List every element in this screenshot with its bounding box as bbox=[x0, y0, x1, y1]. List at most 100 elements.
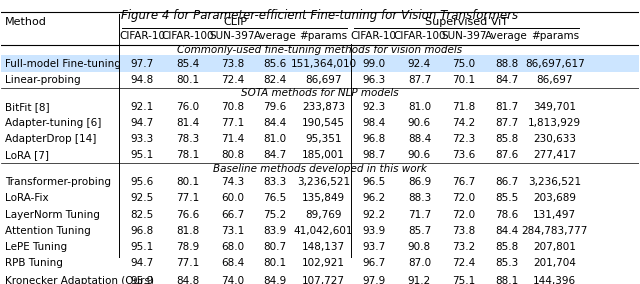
Text: 95,351: 95,351 bbox=[305, 134, 342, 144]
Text: 107,727: 107,727 bbox=[302, 276, 345, 284]
Text: 93.3: 93.3 bbox=[131, 134, 154, 144]
Text: 77.1: 77.1 bbox=[177, 193, 200, 203]
Text: 87.7: 87.7 bbox=[495, 118, 518, 128]
Text: #params: #params bbox=[300, 32, 348, 41]
Text: 77.1: 77.1 bbox=[221, 118, 244, 128]
Text: 85.5: 85.5 bbox=[495, 193, 518, 203]
Text: 80.8: 80.8 bbox=[221, 150, 244, 160]
Text: 81.4: 81.4 bbox=[177, 118, 200, 128]
Text: 95.1: 95.1 bbox=[131, 242, 154, 252]
Text: LayerNorm Tuning: LayerNorm Tuning bbox=[4, 210, 99, 220]
Text: 83.9: 83.9 bbox=[264, 226, 287, 236]
Text: 76.5: 76.5 bbox=[264, 193, 287, 203]
Text: 95.6: 95.6 bbox=[131, 177, 154, 187]
Text: 91.2: 91.2 bbox=[408, 276, 431, 284]
Text: 78.1: 78.1 bbox=[177, 150, 200, 160]
Text: Full-model Fine-tuning: Full-model Fine-tuning bbox=[4, 59, 120, 68]
Text: 80.1: 80.1 bbox=[177, 177, 200, 187]
Text: 96.8: 96.8 bbox=[362, 134, 385, 144]
Text: Transformer-probing: Transformer-probing bbox=[4, 177, 111, 187]
Text: 95.9: 95.9 bbox=[131, 276, 154, 284]
Bar bbox=[1, 55, 639, 72]
Text: 73.1: 73.1 bbox=[221, 226, 244, 236]
Text: SUN-397: SUN-397 bbox=[210, 32, 255, 41]
Text: 88.3: 88.3 bbox=[408, 193, 431, 203]
Text: SUN-397: SUN-397 bbox=[441, 32, 486, 41]
Text: 83.3: 83.3 bbox=[264, 177, 287, 187]
Text: 284,783,777: 284,783,777 bbox=[522, 226, 588, 236]
Text: 81.0: 81.0 bbox=[264, 134, 287, 144]
Text: 94.8: 94.8 bbox=[131, 75, 154, 85]
Text: 88.1: 88.1 bbox=[495, 276, 518, 284]
Text: Kronecker Adaptation (Ours): Kronecker Adaptation (Ours) bbox=[4, 276, 154, 284]
Text: 144,396: 144,396 bbox=[533, 276, 577, 284]
Text: 86,697,617: 86,697,617 bbox=[525, 59, 585, 68]
Text: 81.8: 81.8 bbox=[177, 226, 200, 236]
Text: 85.8: 85.8 bbox=[495, 134, 518, 144]
Text: 74.0: 74.0 bbox=[221, 276, 244, 284]
Text: LoRA-Fix: LoRA-Fix bbox=[4, 193, 48, 203]
Text: BitFit [8]: BitFit [8] bbox=[4, 102, 49, 112]
Text: 94.7: 94.7 bbox=[131, 258, 154, 268]
Text: 84.7: 84.7 bbox=[495, 75, 518, 85]
Text: 82.4: 82.4 bbox=[264, 75, 287, 85]
Text: 88.8: 88.8 bbox=[495, 59, 518, 68]
Text: 99.0: 99.0 bbox=[362, 59, 385, 68]
Text: 81.7: 81.7 bbox=[495, 102, 518, 112]
Text: CIFAR-100: CIFAR-100 bbox=[162, 32, 214, 41]
Text: 73.2: 73.2 bbox=[452, 242, 476, 252]
Text: 85.4: 85.4 bbox=[177, 59, 200, 68]
Text: 92.1: 92.1 bbox=[131, 102, 154, 112]
Text: 98.4: 98.4 bbox=[362, 118, 385, 128]
Text: 81.0: 81.0 bbox=[408, 102, 431, 112]
Text: 84.9: 84.9 bbox=[264, 276, 287, 284]
Text: 86,697: 86,697 bbox=[305, 75, 342, 85]
Text: Baseline methods developed in this work: Baseline methods developed in this work bbox=[213, 164, 427, 174]
Text: Figure 4 for Parameter-efficient Fine-tuning for Vision Transformers: Figure 4 for Parameter-efficient Fine-tu… bbox=[122, 9, 518, 22]
Text: 92.3: 92.3 bbox=[362, 102, 385, 112]
Text: Adapter-tuning [6]: Adapter-tuning [6] bbox=[4, 118, 101, 128]
Text: 131,497: 131,497 bbox=[533, 210, 577, 220]
Text: 68.4: 68.4 bbox=[221, 258, 244, 268]
Text: AdapterDrop [14]: AdapterDrop [14] bbox=[4, 134, 96, 144]
Text: 102,921: 102,921 bbox=[302, 258, 345, 268]
Text: 96.2: 96.2 bbox=[362, 193, 385, 203]
Text: 96.5: 96.5 bbox=[362, 177, 385, 187]
Text: 76.7: 76.7 bbox=[452, 177, 476, 187]
Text: 70.1: 70.1 bbox=[452, 75, 476, 85]
Text: 73.6: 73.6 bbox=[452, 150, 476, 160]
Text: RPB Tuning: RPB Tuning bbox=[4, 258, 63, 268]
Text: 230,633: 230,633 bbox=[533, 134, 576, 144]
Text: 84.4: 84.4 bbox=[495, 226, 518, 236]
Text: 277,417: 277,417 bbox=[533, 150, 577, 160]
Text: 85.7: 85.7 bbox=[408, 226, 431, 236]
Text: 72.4: 72.4 bbox=[221, 75, 244, 85]
Text: 84.4: 84.4 bbox=[264, 118, 287, 128]
Text: 71.8: 71.8 bbox=[452, 102, 476, 112]
Text: 76.0: 76.0 bbox=[177, 102, 200, 112]
Text: 78.9: 78.9 bbox=[177, 242, 200, 252]
Text: 203,689: 203,689 bbox=[533, 193, 576, 203]
Text: #params: #params bbox=[531, 32, 579, 41]
Text: 201,704: 201,704 bbox=[533, 258, 576, 268]
Text: 87.0: 87.0 bbox=[408, 258, 431, 268]
Text: 72.3: 72.3 bbox=[452, 134, 476, 144]
Text: Supervised ViT: Supervised ViT bbox=[425, 17, 508, 27]
Text: 185,001: 185,001 bbox=[302, 150, 345, 160]
Text: LoRA [7]: LoRA [7] bbox=[4, 150, 49, 160]
Text: 68.0: 68.0 bbox=[221, 242, 244, 252]
Text: LePE Tuning: LePE Tuning bbox=[4, 242, 67, 252]
Text: CIFAR-10: CIFAR-10 bbox=[119, 32, 165, 41]
Text: 86,697: 86,697 bbox=[536, 75, 573, 85]
Text: 86.9: 86.9 bbox=[408, 177, 431, 187]
Text: 90.6: 90.6 bbox=[408, 150, 431, 160]
Text: 135,849: 135,849 bbox=[302, 193, 345, 203]
Text: 66.7: 66.7 bbox=[221, 210, 244, 220]
Text: Linear-probing: Linear-probing bbox=[4, 75, 80, 85]
Text: 75.0: 75.0 bbox=[452, 59, 476, 68]
Text: 93.7: 93.7 bbox=[362, 242, 385, 252]
Text: Average: Average bbox=[485, 32, 528, 41]
Text: Commonly-used fine-tuning methods for vision models: Commonly-used fine-tuning methods for vi… bbox=[177, 45, 463, 55]
Text: 84.7: 84.7 bbox=[264, 150, 287, 160]
Text: 148,137: 148,137 bbox=[302, 242, 345, 252]
